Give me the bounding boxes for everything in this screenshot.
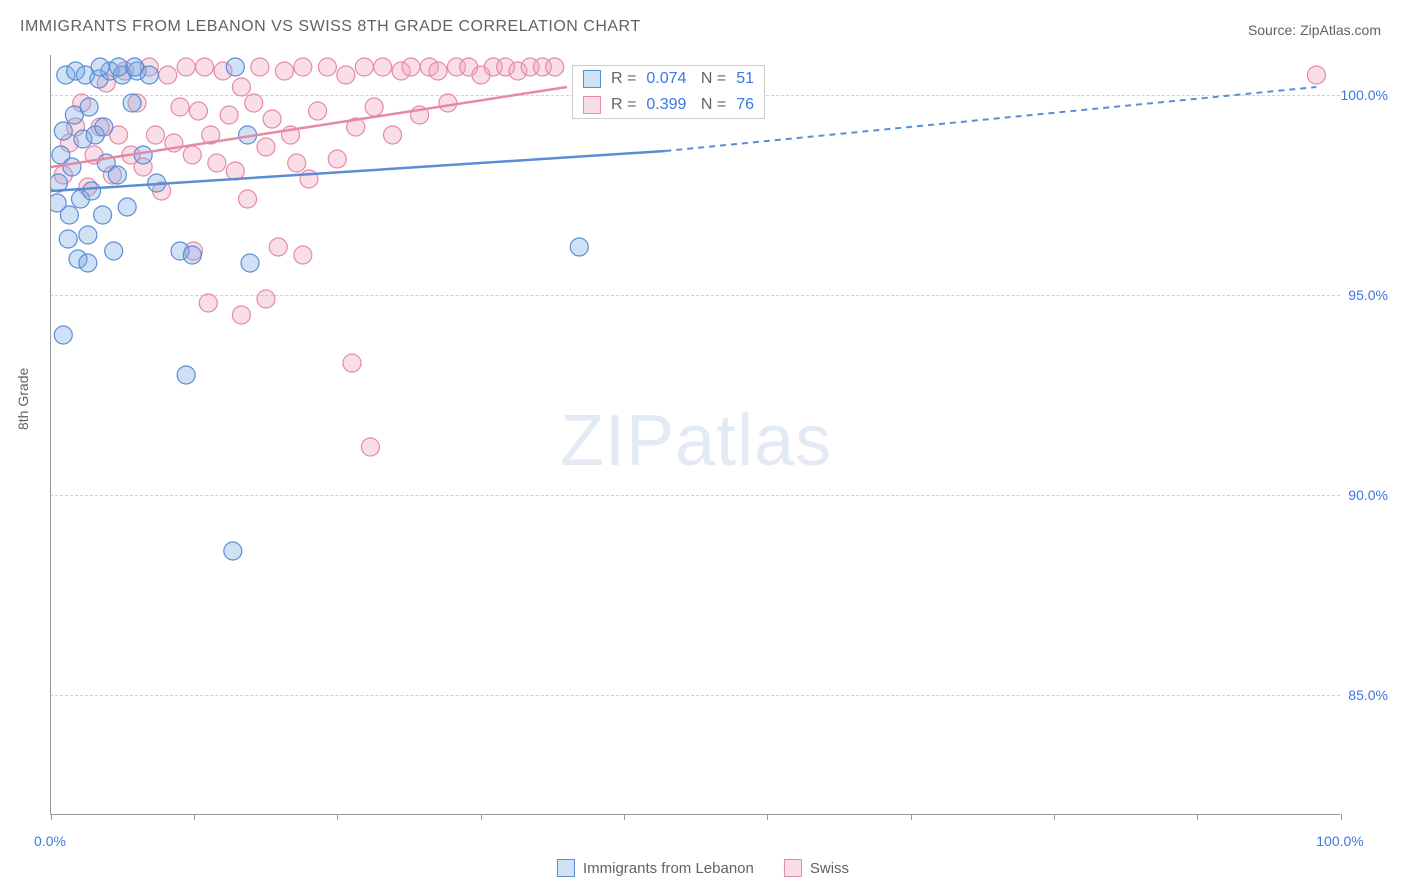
x-tick-label: 100.0% [1316, 833, 1363, 849]
x-tick-label: 0.0% [34, 833, 66, 849]
stats-n-lebanon: 51 [736, 70, 754, 88]
stats-row-swiss: R = 0.399 N = 76 [573, 92, 764, 118]
y-axis-label: 8th Grade [15, 368, 31, 430]
legend-item-lebanon: Immigrants from Lebanon [557, 859, 754, 877]
plot-area [50, 55, 1340, 815]
chart-title: IMMIGRANTS FROM LEBANON VS SWISS 8TH GRA… [20, 18, 641, 36]
y-tick-label: 100.0% [1341, 87, 1388, 103]
source-label: Source: ZipAtlas.com [1248, 22, 1381, 38]
stats-r-label: R = [611, 96, 636, 114]
stats-swatch-swiss [583, 96, 601, 114]
stats-r-lebanon: 0.074 [646, 70, 686, 88]
legend-label-swiss: Swiss [810, 860, 849, 877]
scatter-svg [51, 55, 1341, 815]
stats-n-swiss: 76 [736, 96, 754, 114]
stats-r-label: R = [611, 70, 636, 88]
stats-row-lebanon: R = 0.074 N = 51 [573, 66, 764, 92]
legend: Immigrants from Lebanon Swiss [557, 859, 849, 877]
stats-swatch-lebanon [583, 70, 601, 88]
legend-label-lebanon: Immigrants from Lebanon [583, 860, 754, 877]
y-tick-label: 85.0% [1348, 687, 1388, 703]
stats-n-label: N = [696, 96, 726, 114]
y-tick-label: 95.0% [1348, 287, 1388, 303]
legend-item-swiss: Swiss [784, 859, 849, 877]
y-tick-label: 90.0% [1348, 487, 1388, 503]
stats-r-swiss: 0.399 [646, 96, 686, 114]
legend-swatch-lebanon [557, 859, 575, 877]
stats-box: R = 0.074 N = 51 R = 0.399 N = 76 [572, 65, 765, 119]
stats-n-label: N = [696, 70, 726, 88]
legend-swatch-swiss [784, 859, 802, 877]
